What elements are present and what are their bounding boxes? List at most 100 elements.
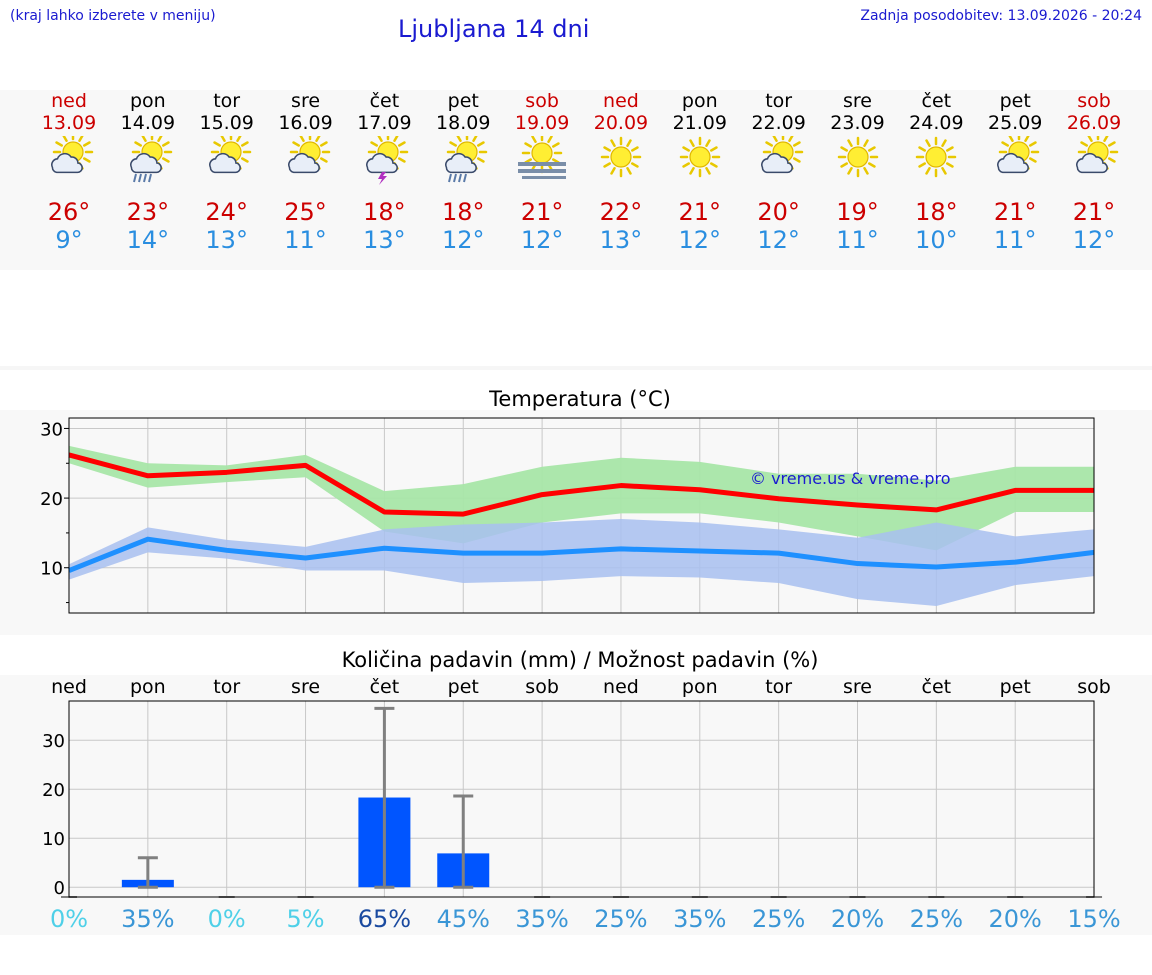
plot-frame bbox=[68, 417, 1095, 614]
sun-cloud-icon bbox=[749, 131, 809, 186]
max-temperature-range bbox=[69, 445, 1095, 551]
sun-icon bbox=[828, 136, 888, 186]
sun-cloud-icon bbox=[1064, 131, 1124, 186]
day-date: 16.09 bbox=[278, 112, 333, 134]
min-temperature: 11° bbox=[836, 226, 879, 254]
x-category-label: ned bbox=[51, 676, 87, 698]
day-date: 24.09 bbox=[909, 112, 964, 134]
max-temperature: 21° bbox=[993, 198, 1037, 226]
day-name: čet bbox=[921, 90, 952, 112]
x-category-label: čet bbox=[922, 676, 952, 698]
y-tick-label: 20 bbox=[42, 780, 65, 801]
max-temperature: 18° bbox=[441, 198, 485, 226]
sun-fog-icon bbox=[512, 132, 572, 186]
forecast-day: pet 18.09 18° 12° bbox=[423, 90, 503, 254]
precipitation-probability: 5% bbox=[287, 905, 325, 933]
precipitation-probability: 35% bbox=[121, 905, 174, 933]
day-date: 14.09 bbox=[120, 112, 176, 134]
day-name: pon bbox=[681, 90, 718, 112]
x-category-label: sob bbox=[525, 676, 559, 698]
max-temperature: 26° bbox=[47, 198, 91, 226]
x-category-label: pet bbox=[448, 676, 479, 698]
sun-cloud-icon bbox=[985, 131, 1045, 186]
max-temperature: 25° bbox=[284, 198, 327, 226]
divider bbox=[0, 366, 1152, 370]
day-name: sob bbox=[1077, 90, 1111, 112]
x-category-label: čet bbox=[370, 676, 400, 698]
precipitation-probability: 45% bbox=[437, 905, 490, 933]
max-temperature: 19° bbox=[836, 198, 879, 226]
day-name: pet bbox=[447, 90, 479, 112]
precipitation-probability: 20% bbox=[831, 905, 884, 933]
forecast-day: sre 23.09 19° 11° bbox=[818, 90, 898, 254]
page-title: Ljubljana 14 dni bbox=[398, 15, 590, 43]
min-temperature: 13° bbox=[363, 226, 406, 254]
forecast-band bbox=[0, 90, 1152, 270]
min-temperature: 12° bbox=[520, 226, 564, 254]
precipitation-probability: 65% bbox=[358, 905, 411, 933]
forecast-day: pon 21.09 21° 12° bbox=[660, 90, 740, 254]
y-tick-label: 10 bbox=[42, 829, 65, 850]
min-temperature: 9° bbox=[55, 226, 83, 254]
x-category-label: tor bbox=[765, 676, 792, 698]
forecast-day: pet 25.09 21° 11° bbox=[975, 90, 1055, 254]
day-name: pet bbox=[999, 90, 1031, 112]
precipitation-probability: 25% bbox=[752, 905, 805, 933]
day-date: 19.09 bbox=[514, 112, 570, 134]
forecast-day: čet 17.09 18° 13° bbox=[344, 90, 424, 254]
day-date: 20.09 bbox=[593, 112, 649, 134]
precipitation-probability: 0% bbox=[208, 905, 246, 933]
day-name: ned bbox=[51, 90, 87, 112]
min-temperature: 11° bbox=[284, 226, 327, 254]
precipitation-title: Količina padavin (mm) / Možnost padavin … bbox=[341, 648, 819, 672]
day-date: 21.09 bbox=[672, 112, 727, 134]
max-temperature-line bbox=[68, 452, 1095, 517]
min-temperature: 13° bbox=[599, 226, 643, 254]
y-tick-label: 0 bbox=[54, 878, 65, 899]
x-category-label: pon bbox=[130, 676, 166, 698]
min-temperature: 11° bbox=[993, 226, 1037, 254]
min-temperature: 12° bbox=[757, 226, 800, 254]
forecast-day: sre 16.09 25° 11° bbox=[266, 90, 346, 254]
sun-cloud-rain-icon bbox=[433, 131, 493, 186]
sun-icon bbox=[591, 136, 651, 186]
max-temperature: 20° bbox=[757, 198, 800, 226]
forecast-day: ned 13.09 26° 9° bbox=[29, 90, 109, 254]
forecast-day: tor 22.09 20° 12° bbox=[739, 90, 819, 254]
min-temperature-range bbox=[69, 518, 1095, 607]
forecast-day: sob 26.09 21° 12° bbox=[1054, 90, 1134, 254]
x-category-label: pet bbox=[1000, 676, 1031, 698]
day-date: 15.09 bbox=[199, 112, 254, 134]
y-tick-label: 10 bbox=[40, 559, 63, 580]
max-temperature: 22° bbox=[599, 198, 643, 226]
precipitation-probability: 20% bbox=[989, 905, 1042, 933]
last-updated: Zadnja posodobitev: 13.09.2026 - 20:24 bbox=[860, 8, 1142, 24]
min-temperature: 12° bbox=[678, 226, 722, 254]
max-temperature: 21° bbox=[520, 198, 564, 226]
temperature-title: Temperatura (°C) bbox=[489, 387, 671, 411]
forecast-day: čet 24.09 18° 10° bbox=[896, 90, 976, 254]
day-date: 26.09 bbox=[1066, 112, 1122, 134]
min-temperature: 12° bbox=[1072, 226, 1116, 254]
precipitation-probability: 25% bbox=[910, 905, 963, 933]
day-date: 22.09 bbox=[751, 112, 806, 134]
precipitation-probability: 35% bbox=[673, 905, 726, 933]
x-category-label: sre bbox=[291, 676, 320, 698]
x-category-label: sre bbox=[843, 676, 872, 698]
day-name: tor bbox=[765, 90, 793, 112]
day-date: 23.09 bbox=[830, 112, 885, 134]
precipitation-probability: 25% bbox=[594, 905, 647, 933]
sun-icon bbox=[906, 136, 966, 186]
y-tick-label: 30 bbox=[40, 419, 63, 440]
y-tick-label: 20 bbox=[40, 489, 63, 510]
forecast-day: tor 15.09 24° 13° bbox=[187, 90, 267, 254]
min-temperature: 14° bbox=[126, 226, 170, 254]
x-category-label: ned bbox=[603, 676, 639, 698]
max-temperature: 18° bbox=[363, 198, 406, 226]
sun-cloud-icon bbox=[197, 131, 257, 186]
x-category-label: pon bbox=[682, 676, 718, 698]
day-name: ned bbox=[603, 90, 639, 112]
day-name: sob bbox=[525, 90, 559, 112]
x-category-label: sob bbox=[1077, 676, 1111, 698]
